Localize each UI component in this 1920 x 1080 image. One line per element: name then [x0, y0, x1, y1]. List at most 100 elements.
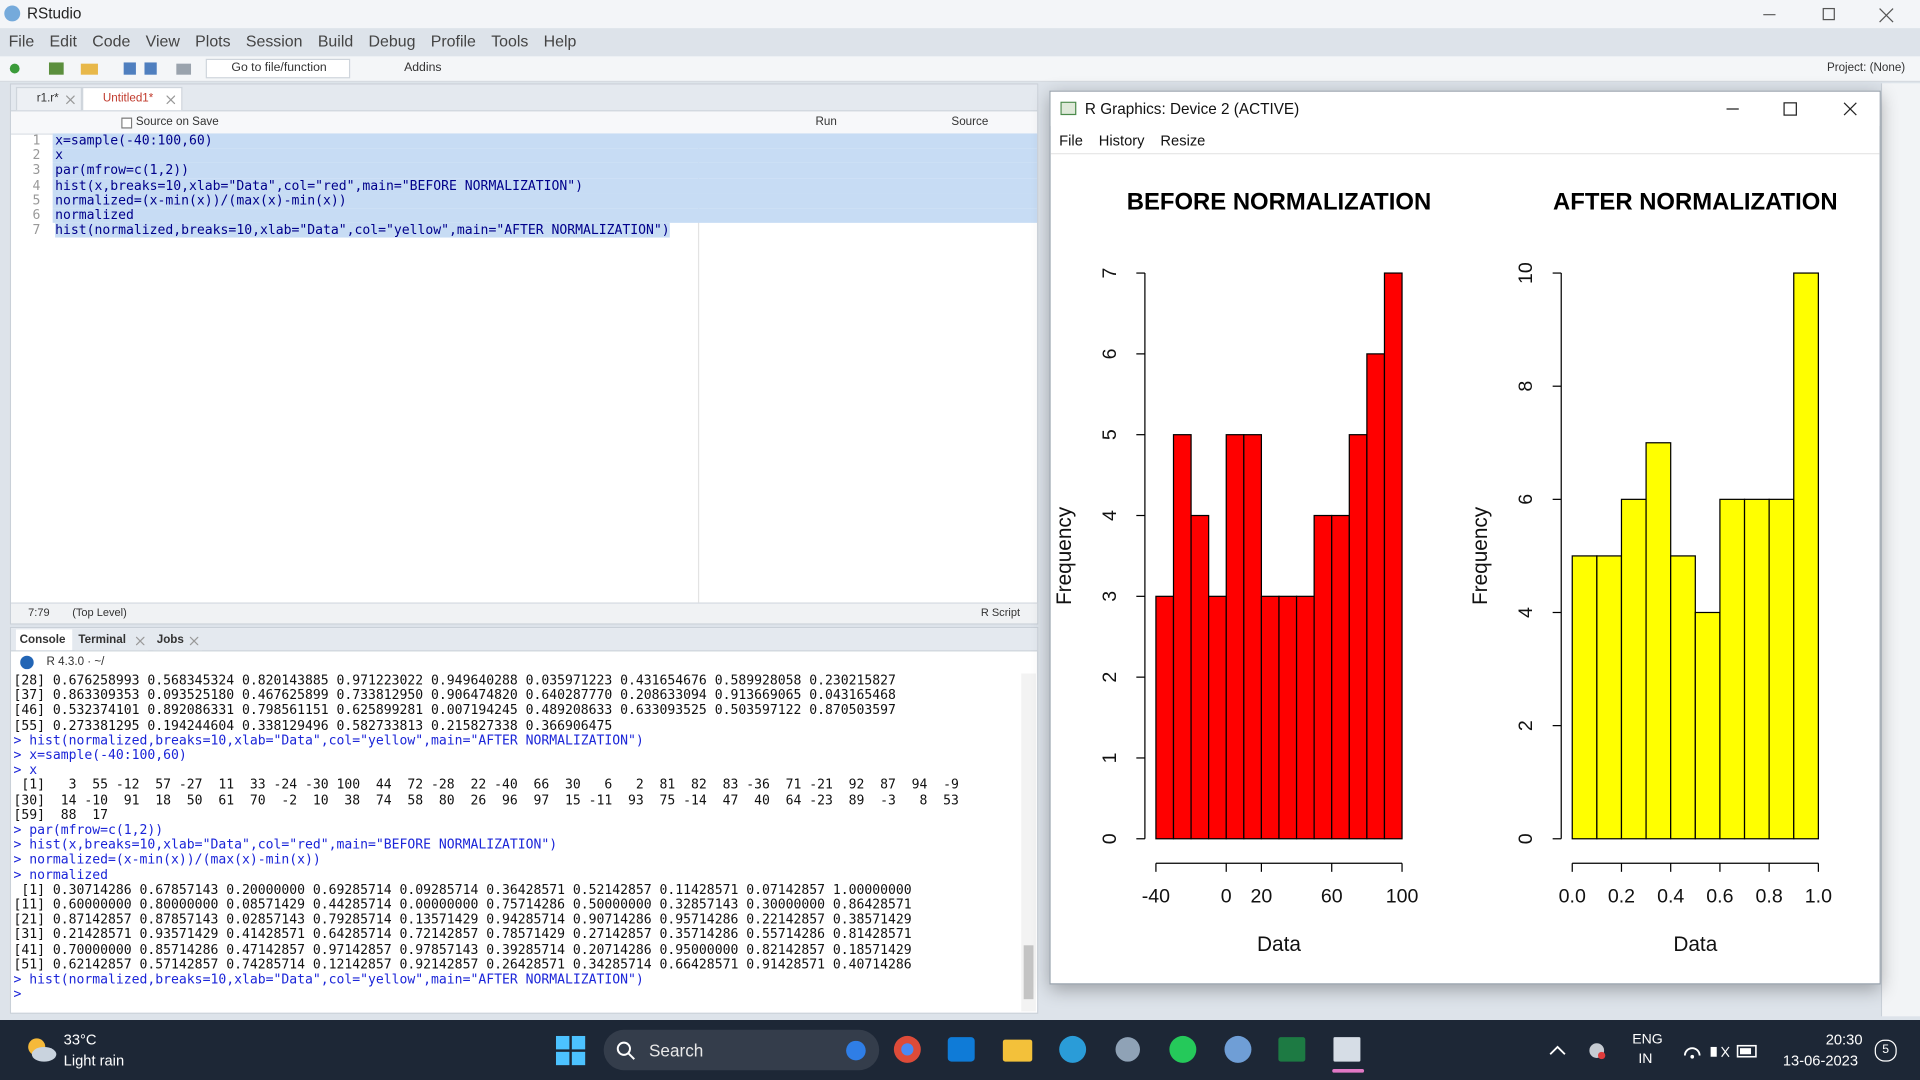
source-on-save[interactable]: Source on Save: [135, 115, 219, 129]
code-line: 3 par(mfrow=c(1,2)): [11, 162, 1038, 179]
weather-icon: [28, 1038, 57, 1062]
toolbar: Go to file/function Addins Project: (Non…: [0, 56, 1920, 83]
file-type[interactable]: R Script: [980, 606, 1021, 619]
menu-item[interactable]: Help: [543, 31, 577, 51]
console-output-line: [59] 88 17: [13, 806, 109, 823]
notification-badge[interactable]: 5: [1874, 1039, 1897, 1062]
graphics-window: R Graphics: Device 2 (ACTIVE) File Histor…: [1049, 90, 1881, 985]
search-text: Search: [648, 1040, 704, 1061]
scope[interactable]: (Top Level): [72, 606, 127, 619]
line-number: 6: [32, 206, 41, 223]
code-line: 6 normalized: [11, 206, 1038, 224]
menu-item[interactable]: Debug: [368, 31, 416, 51]
weather[interactable]: Light rain: [63, 1051, 125, 1069]
region[interactable]: IN: [1638, 1051, 1653, 1067]
code-text: normalized: [55, 206, 134, 223]
menu-bar: File Edit Code View Plots Session Build Debug Pr…: [9, 32, 577, 50]
close-stroke: [189, 636, 199, 646]
console-output: [28] 0.676258993 0.568345324 0.820143885…: [13, 673, 1020, 1011]
tab-label: Console: [19, 633, 66, 647]
menu-item[interactable]: Edit: [49, 31, 77, 51]
console-pane: R 4.3.0 · ~/ [28] 0.676258993 0.56834532…: [9, 626, 1039, 1014]
run-button[interactable]: Run: [815, 115, 837, 129]
selection: [52, 163, 1038, 179]
console-tab[interactable]: Jobs: [153, 629, 203, 651]
bing-icon: [846, 1040, 866, 1061]
graphics-title-bar: R Graphics: Device 2 (ACTIVE): [1050, 91, 1880, 127]
line-number: 4: [32, 177, 41, 193]
clock-date[interactable]: 13-06-2023: [1782, 1051, 1859, 1069]
graphics-menu: File History Resize: [1059, 132, 1205, 149]
temperature[interactable]: 33°C: [63, 1031, 97, 1049]
scroll-thumb[interactable]: [1023, 945, 1034, 1000]
code-text: par(mfrow=c(1,2)): [55, 162, 190, 179]
editor-tab[interactable]: Untitled1*: [82, 86, 183, 111]
menu-item[interactable]: View: [145, 31, 180, 51]
project[interactable]: Project: (None): [1826, 61, 1906, 75]
close-icon[interactable]: [66, 95, 75, 105]
language[interactable]: ENG: [1632, 1032, 1663, 1047]
tab-label: Jobs: [156, 633, 184, 647]
clock-time[interactable]: 20:30: [1825, 1031, 1863, 1049]
console-output-line: [28] 0.676258993 0.568345324 0.820143885…: [13, 673, 896, 689]
source-button[interactable]: Source: [951, 115, 989, 129]
scrollbar[interactable]: [1021, 673, 1036, 1012]
close-stroke: [166, 95, 176, 105]
goto-box[interactable]: Go to file/function: [205, 58, 351, 79]
code-line: 4 hist(x,breaks=10,xlab="Data",col="red",…: [11, 177, 1038, 194]
cursor-position: 7:79: [28, 606, 50, 619]
graphics-menu-item[interactable]: File: [1059, 132, 1083, 150]
menu-item[interactable]: Tools: [491, 31, 529, 51]
line-number: 1: [32, 132, 41, 149]
close-icon[interactable]: [135, 636, 145, 646]
graphics-menu-item[interactable]: History: [1098, 132, 1145, 150]
r-icon: [20, 655, 34, 670]
tab-label: r1.r*: [36, 91, 59, 106]
console-output-line: [31] 0.21428571 0.93571429 0.41428571 0.…: [13, 926, 912, 943]
menu-item[interactable]: Session: [245, 31, 303, 51]
console-tab[interactable]: Terminal: [74, 629, 149, 651]
toolbar-icons: [9, 62, 192, 75]
code-area: 1 x=sample(-40:100,60) 2 x 3 par(mfrow=c(1,2)…: [11, 132, 1038, 601]
console-command: > hist(x,breaks=10,xlab="Data",col="red"…: [13, 836, 558, 853]
line-number: 5: [32, 191, 41, 208]
line-number: 7: [32, 221, 41, 238]
console-tabs: [11, 628, 1038, 652]
console-tab[interactable]: Console: [15, 629, 73, 651]
graphics-icon: [1060, 101, 1077, 116]
menu-item[interactable]: Plots: [195, 31, 231, 51]
pinned-apps[interactable]: [889, 1032, 1379, 1074]
window-controls[interactable]: [1751, 5, 1910, 25]
goto-text: Go to file/function: [231, 61, 327, 75]
code-text: hist(x,breaks=10,xlab="Data",col="red",m…: [55, 177, 583, 193]
close-stroke: [135, 636, 145, 646]
tray-icons[interactable]: [1548, 1037, 1768, 1064]
menu-item[interactable]: Code: [92, 31, 131, 51]
console-output-line: [11] 0.60000000 0.80000000 0.08571429 0.…: [13, 896, 912, 913]
close-stroke: [66, 95, 75, 105]
addins[interactable]: Addins: [404, 61, 442, 75]
right-pane: [1880, 83, 1920, 1017]
search-icon: [616, 1041, 635, 1060]
checkbox[interactable]: [121, 117, 133, 129]
console-output-line: [1] 0.30714286 0.67857143 0.20000000 0.6…: [13, 881, 912, 898]
title-bar: RStudio: [0, 0, 1920, 29]
search-box[interactable]: Search: [603, 1029, 880, 1071]
selection: [52, 148, 1038, 164]
graphics-menu-item[interactable]: Resize: [1160, 132, 1206, 150]
menu-item[interactable]: Profile: [430, 31, 476, 51]
console-command: > normalized=(x-min(x))/(max(x)-min(x)): [13, 851, 321, 868]
start-button[interactable]: [555, 1035, 586, 1066]
graphics-controls[interactable]: [1712, 99, 1871, 119]
close-icon[interactable]: [189, 636, 199, 646]
window-title: RStudio: [26, 4, 82, 23]
menu-item[interactable]: File: [8, 31, 35, 51]
code-line: 5 normalized=(x-min(x))/(max(x)-min(x)): [11, 191, 1038, 209]
editor-tab[interactable]: r1.r*: [15, 86, 83, 111]
menu-item[interactable]: Build: [317, 31, 354, 51]
close-icon[interactable]: [166, 95, 176, 105]
console-command: >: [13, 985, 22, 1002]
console-command: > hist(normalized,breaks=10,xlab="Data",…: [13, 971, 644, 987]
